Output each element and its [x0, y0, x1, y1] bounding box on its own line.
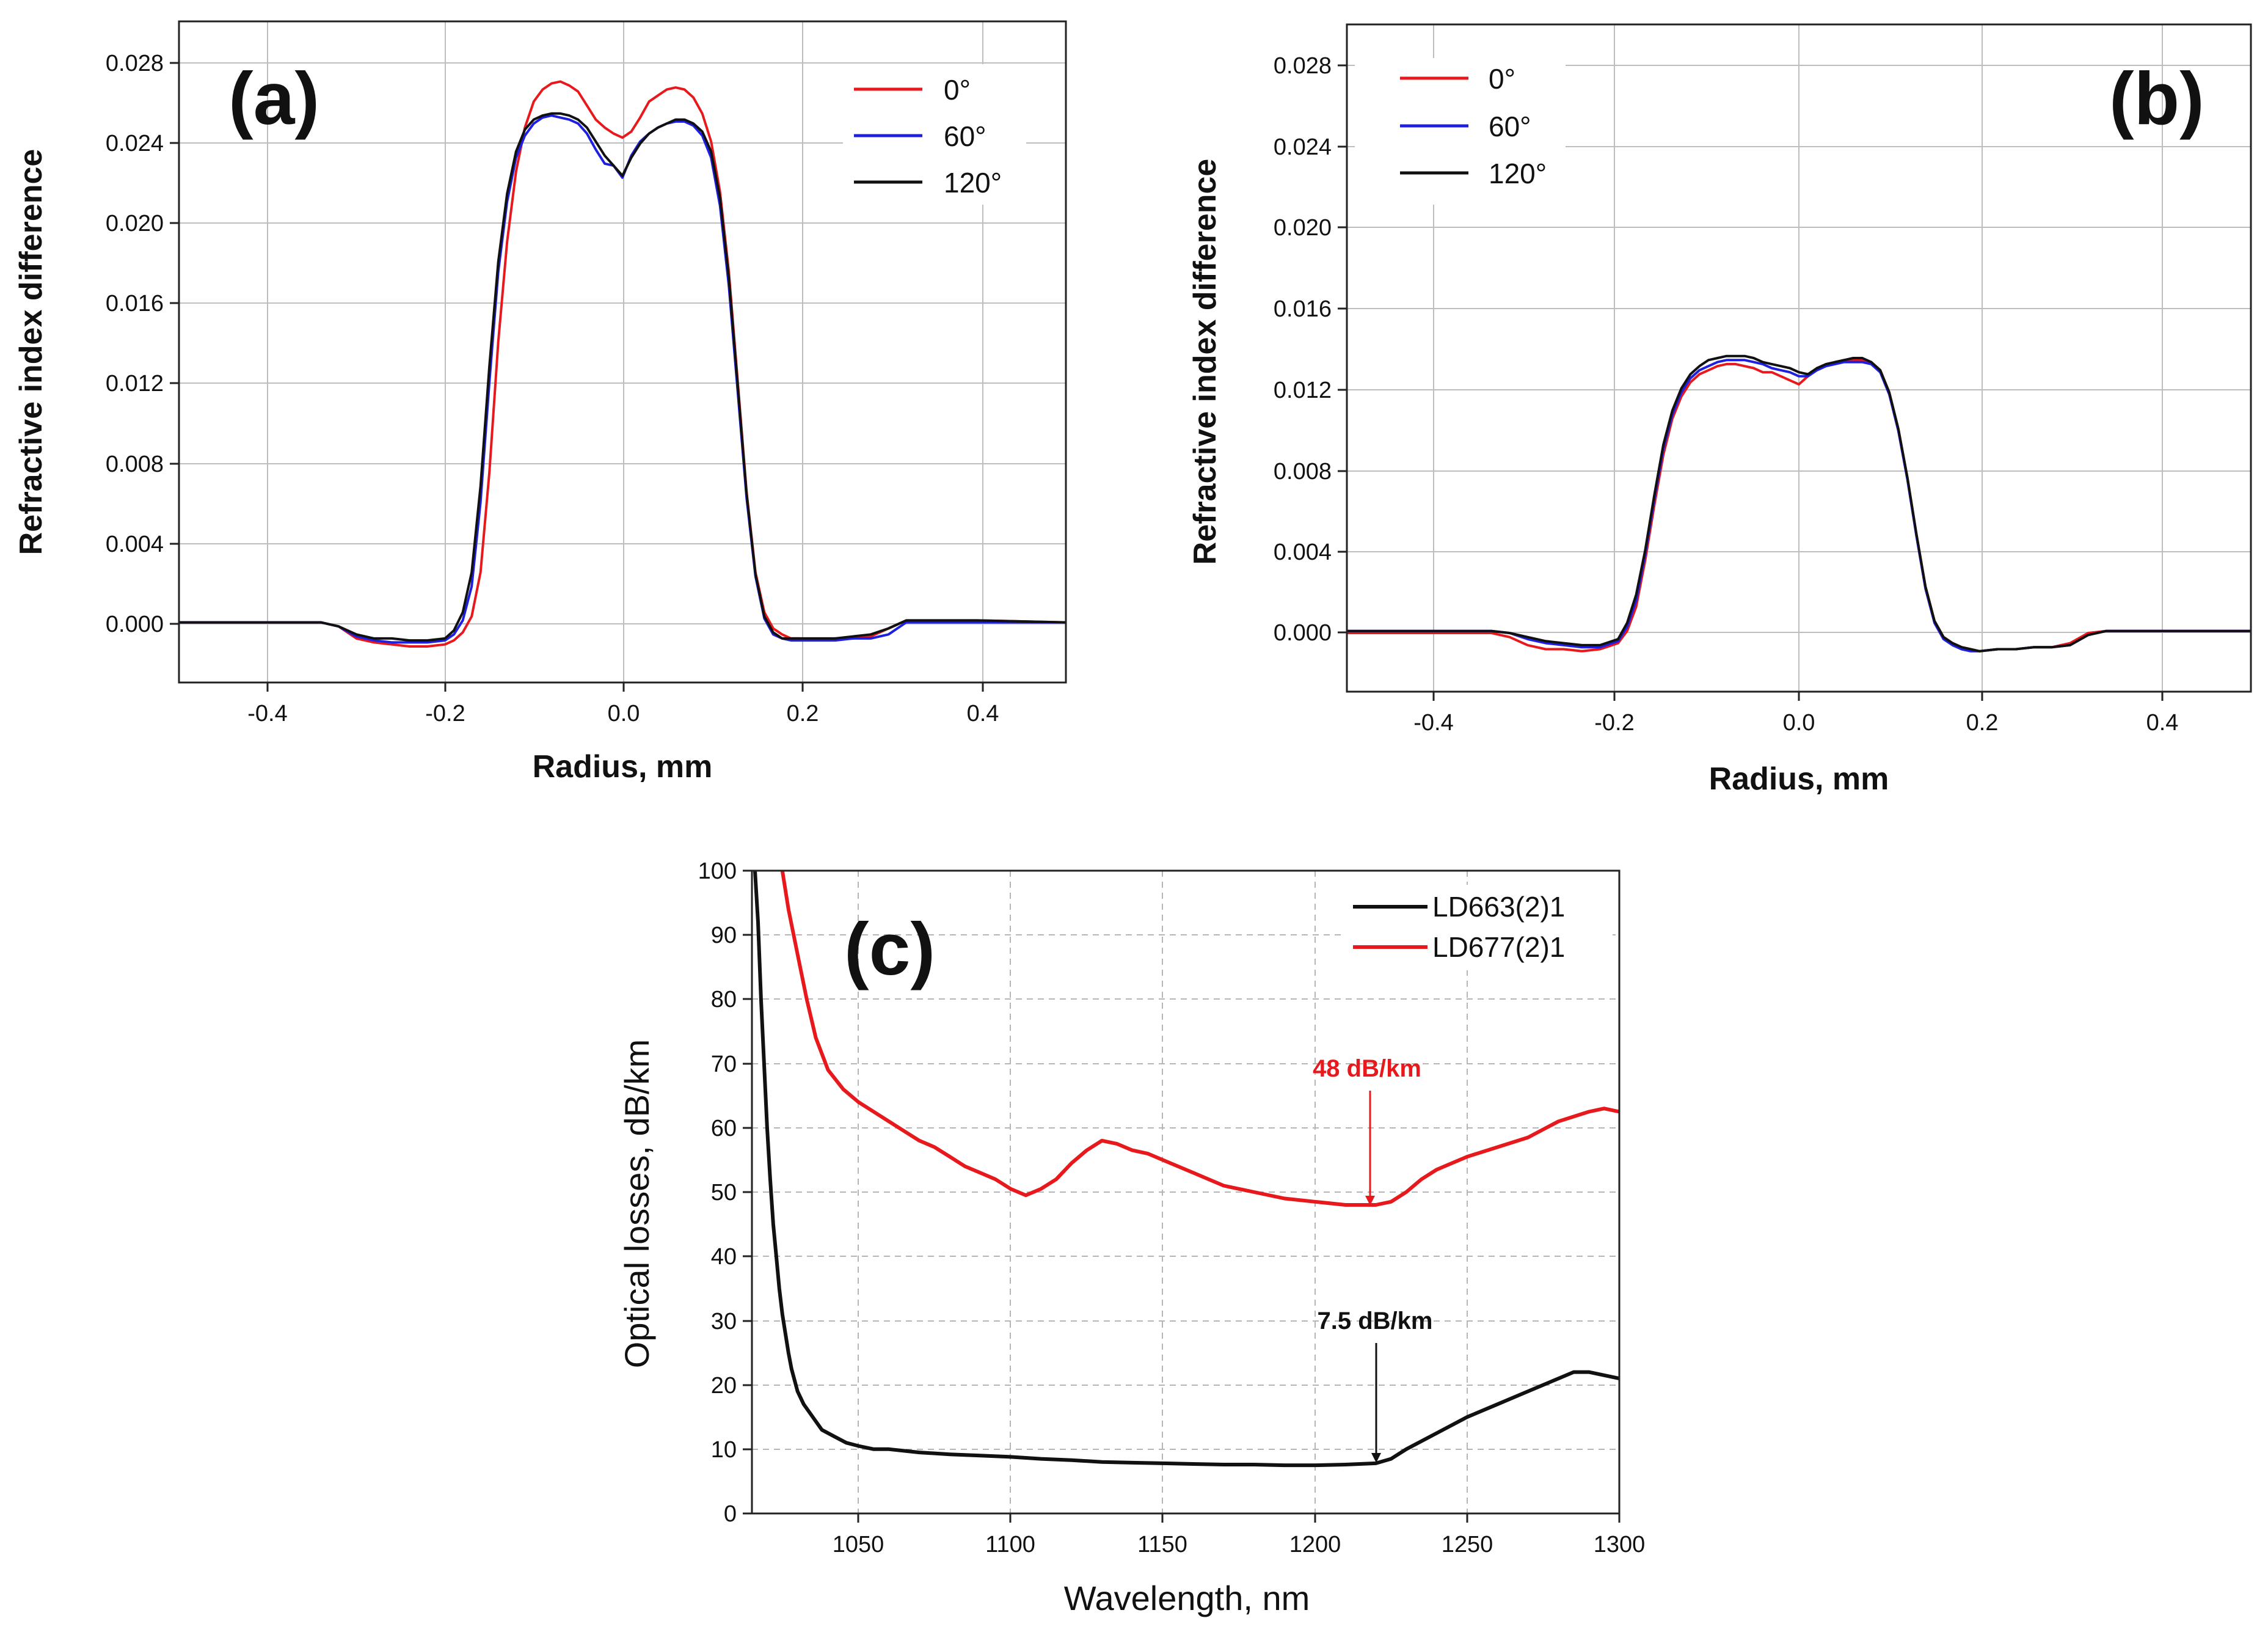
- y-tick-label: 0.028: [1274, 53, 1332, 79]
- x-ticks-c: [857, 1513, 1621, 1523]
- y-tick-label: 0.016: [106, 291, 164, 317]
- y-tick-label: 50: [711, 1180, 737, 1206]
- x-tick-label: -0.2: [425, 701, 465, 726]
- x-tick-label: 1250: [1442, 1532, 1493, 1557]
- legend-b: 0° 60° 120°: [1355, 58, 1566, 205]
- x-axis-title-a: Radius, mm: [533, 749, 713, 785]
- y-tick-label: 90: [711, 923, 737, 948]
- y-tick-label: 0.024: [106, 131, 164, 156]
- y-tick-label: 0.000: [1274, 620, 1332, 646]
- y-axis-title-b: Refractive index difference: [1187, 159, 1223, 565]
- x-tick-label: 0.0: [1783, 710, 1815, 736]
- annotation-7-5: 7.5 dB/km: [1318, 1308, 1433, 1463]
- x-tick-label: 0.4: [2146, 710, 2179, 736]
- panel-b: 0.000 0.004 0.008 0.012 0.016 0.020 0.02…: [1187, 23, 2252, 797]
- annotation-arrowhead: [1371, 1453, 1381, 1463]
- x-tick-label: 0.2: [787, 701, 819, 726]
- series-line-ld677: [780, 870, 1620, 1207]
- panel-a-grid-vert: [267, 21, 803, 682]
- series-line-120deg-a: [179, 112, 1067, 642]
- y-tick-label: 30: [711, 1309, 737, 1334]
- panel-b-series: [1347, 354, 2251, 653]
- y-tick-labels-a: 0.000 0.004 0.008 0.012 0.016 0.020 0.02…: [106, 51, 164, 637]
- y-tick-label: 0.000: [106, 612, 164, 637]
- series-line-120deg-b: [1347, 354, 2251, 653]
- y-axis-title-c: Optical losses, dB/km: [618, 1039, 656, 1368]
- legend-background: [1355, 58, 1566, 205]
- y-ticks-c: [743, 869, 752, 1515]
- x-tick-label: 1200: [1289, 1532, 1341, 1557]
- panel-c: 0 10 20 30 40 50 60 70 80 90 100 1050 11…: [618, 858, 1645, 1617]
- x-tick-label: 1050: [833, 1532, 884, 1557]
- y-tick-label: 0.020: [106, 211, 164, 236]
- panel-label-a: (a): [228, 57, 319, 140]
- legend-label: 0°: [1489, 63, 1515, 95]
- panel-c-grid: [752, 871, 1619, 1513]
- legend-label: LD663(2)1: [1432, 891, 1565, 923]
- x-tick-label: -0.4: [1413, 710, 1453, 736]
- y-tick-label: 0.028: [106, 51, 164, 76]
- y-tick-label: 10: [711, 1437, 737, 1463]
- x-tick-labels-c: 1050 1100 1150 1200 1250 1300: [833, 1532, 1646, 1557]
- x-tick-label: 1300: [1594, 1532, 1646, 1557]
- y-tick-labels-c: 0 10 20 30 40 50 60 70 80 90 100: [698, 858, 737, 1527]
- legend-label: 60°: [944, 120, 986, 152]
- y-axis-title-a: Refractive index difference: [13, 149, 49, 555]
- y-tick-label: 0.020: [1274, 215, 1332, 241]
- y-tick-label: 0.004: [106, 532, 164, 557]
- y-tick-label: 70: [711, 1052, 737, 1077]
- legend-label: 120°: [1489, 158, 1547, 189]
- legend-label: 0°: [944, 74, 971, 106]
- panel-a-series: [179, 80, 1067, 648]
- annotation-label: 48 dB/km: [1313, 1055, 1421, 1082]
- y-tick-label: 0.008: [106, 452, 164, 477]
- legend-label: LD677(2)1: [1432, 931, 1565, 963]
- y-tick-label: 0: [724, 1501, 737, 1527]
- legend-label: 120°: [944, 167, 1002, 199]
- x-tick-labels-b: -0.4 -0.2 0.0 0.2 0.4: [1413, 710, 2178, 736]
- legend-c: LD663(2)1 LD677(2)1: [1344, 885, 1613, 970]
- annotation-label: 7.5 dB/km: [1318, 1308, 1433, 1334]
- y-tick-label: 0.024: [1274, 134, 1332, 160]
- y-tick-label: 0.016: [1274, 296, 1332, 322]
- series-line-ld663: [753, 870, 1620, 1468]
- x-tick-label: 0.0: [608, 701, 640, 726]
- x-axis-title-b: Radius, mm: [1709, 761, 1889, 797]
- x-ticks-b: [1432, 692, 2164, 701]
- panel-a: 0.000 0.004 0.008 0.012 0.016 0.020 0.02…: [13, 20, 1067, 785]
- legend-a: 0° 60° 120°: [843, 64, 1026, 205]
- y-tick-label: 100: [698, 858, 737, 884]
- y-tick-label: 0.012: [1274, 378, 1332, 403]
- legend-background: [1344, 885, 1613, 970]
- y-tick-labels-b: 0.000 0.004 0.008 0.012 0.016 0.020 0.02…: [1274, 53, 1332, 646]
- y-tick-label: 80: [711, 987, 737, 1012]
- panel-c-series: [753, 870, 1620, 1468]
- x-tick-label: 0.4: [967, 701, 999, 726]
- annotation-arrowhead: [1365, 1196, 1375, 1206]
- x-tick-label: -0.2: [1594, 710, 1634, 736]
- y-tick-label: 0.008: [1274, 459, 1332, 485]
- annotation-48: 48 dB/km: [1313, 1055, 1421, 1206]
- y-tick-label: 60: [711, 1116, 737, 1141]
- panel-label-c: (c): [844, 907, 935, 990]
- x-tick-label: 0.2: [1966, 710, 1999, 736]
- y-tick-label: 0.004: [1274, 540, 1332, 565]
- y-ticks-a: [170, 62, 179, 625]
- x-tick-label: 1150: [1137, 1532, 1187, 1557]
- x-axis-title-c: Wavelength, nm: [1064, 1579, 1310, 1617]
- x-ticks-a: [266, 682, 984, 692]
- panel-label-b: (b): [2109, 57, 2204, 140]
- plot-frame-a: [178, 20, 1067, 684]
- y-tick-label: 0.012: [106, 371, 164, 397]
- y-tick-label: 20: [711, 1373, 737, 1399]
- legend-label: 60°: [1489, 111, 1531, 142]
- x-tick-label: 1100: [985, 1532, 1035, 1557]
- y-ticks-b: [1338, 64, 1347, 634]
- x-tick-label: -0.4: [247, 701, 287, 726]
- x-tick-labels-a: -0.4 -0.2 0.0 0.2 0.4: [247, 701, 999, 726]
- y-tick-label: 40: [711, 1244, 737, 1270]
